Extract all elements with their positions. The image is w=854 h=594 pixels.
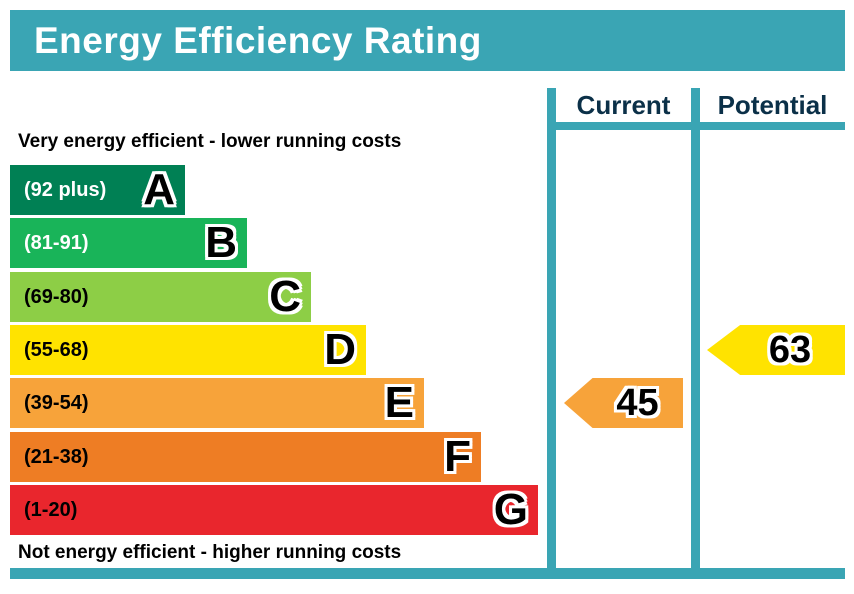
band-row-c: (69-80) C	[10, 272, 311, 322]
chart-bottom-border	[10, 568, 845, 579]
band-row-e: (39-54) E	[10, 378, 424, 428]
band-row-d: (55-68) D	[10, 325, 366, 375]
band-letter: G	[493, 485, 528, 534]
potential-rating-value: 63	[768, 329, 812, 371]
current-rating-value: 45	[616, 382, 659, 424]
band-range: (55-68)	[24, 338, 89, 361]
band-row-g: (1-20) G	[10, 485, 538, 535]
band-row-b: (81-91) B	[10, 218, 247, 268]
band-letter: A	[143, 165, 175, 214]
band-letter: B	[205, 218, 237, 267]
chart-title: Energy Efficiency Rating	[34, 19, 482, 61]
band-letter: E	[384, 378, 414, 427]
band-range: (39-54)	[24, 391, 89, 414]
current-column-header: Current	[576, 89, 671, 120]
bottom-note: Not energy efficient - higher running co…	[18, 542, 402, 563]
column-header-underline	[547, 122, 845, 130]
current-rating-arrow: 45	[564, 378, 683, 428]
column-divider-left	[547, 88, 556, 579]
band-range: (92 plus)	[24, 178, 107, 201]
potential-rating-arrow: 63	[707, 325, 845, 375]
band-range: (69-80)	[24, 285, 89, 308]
band-range: (21-38)	[24, 445, 89, 468]
potential-column-header: Potential	[717, 89, 828, 120]
band-letter: F	[444, 432, 471, 481]
band-letter: D	[324, 325, 356, 374]
column-divider-right	[691, 88, 700, 579]
band-letter: C	[269, 272, 301, 321]
band-range: (81-91)	[24, 231, 89, 254]
band-range: (1-20)	[24, 498, 78, 521]
band-row-f: (21-38) F	[10, 432, 481, 482]
chart-title-bar: Energy Efficiency Rating	[10, 10, 845, 71]
top-note: Very energy efficient - lower running co…	[18, 131, 402, 152]
band-row-a: (92 plus) A	[10, 165, 185, 215]
